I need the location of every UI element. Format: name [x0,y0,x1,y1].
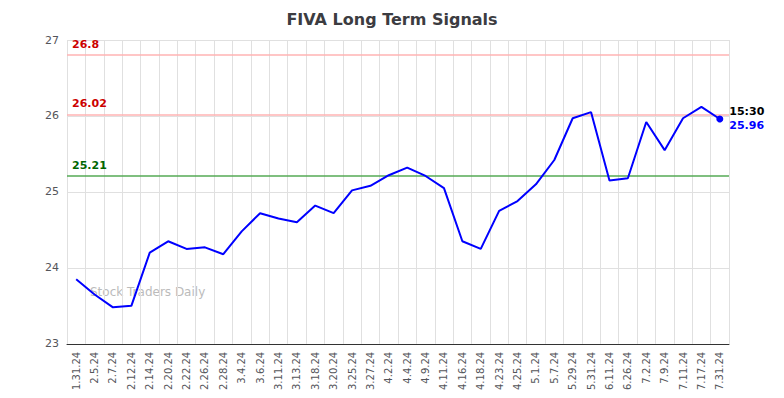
svg-text:2.14.24: 2.14.24 [144,352,155,390]
svg-text:5.7.24: 5.7.24 [549,352,560,384]
svg-text:7.2.24: 7.2.24 [641,352,652,384]
svg-text:Stock Traders Daily: Stock Traders Daily [90,285,205,299]
svg-text:4.11.24: 4.11.24 [438,352,449,390]
svg-text:4.25.24: 4.25.24 [512,352,523,390]
svg-text:25: 25 [45,185,59,198]
svg-text:4.4.24: 4.4.24 [402,352,413,384]
svg-text:26: 26 [45,109,59,122]
svg-text:3.25.24: 3.25.24 [347,352,358,390]
svg-text:4.2.24: 4.2.24 [383,352,394,384]
svg-text:1.31.24: 1.31.24 [71,352,82,390]
svg-text:3.6.24: 3.6.24 [255,352,266,384]
svg-text:23: 23 [45,337,59,350]
svg-text:3.27.24: 3.27.24 [365,352,376,390]
svg-text:7.11.24: 7.11.24 [678,352,689,390]
svg-text:2.28.24: 2.28.24 [218,352,229,390]
svg-text:26.02: 26.02 [72,97,107,110]
svg-text:2.20.24: 2.20.24 [163,352,174,390]
svg-text:4.9.24: 4.9.24 [420,352,431,384]
svg-text:5.31.24: 5.31.24 [586,352,597,390]
svg-text:2.7.24: 2.7.24 [107,352,118,384]
svg-text:3.20.24: 3.20.24 [328,352,339,390]
svg-text:24: 24 [45,261,59,274]
svg-text:4.18.24: 4.18.24 [475,352,486,390]
svg-text:6.11.24: 6.11.24 [604,352,615,390]
svg-text:2.22.24: 2.22.24 [181,352,192,390]
svg-text:6.26.24: 6.26.24 [622,352,633,390]
svg-text:5.29.24: 5.29.24 [567,352,578,390]
svg-text:3.18.24: 3.18.24 [310,352,321,390]
svg-text:5.1.24: 5.1.24 [530,352,541,384]
svg-text:25.21: 25.21 [72,159,107,172]
svg-text:3.11.24: 3.11.24 [273,352,284,390]
svg-text:2.5.24: 2.5.24 [89,352,100,384]
svg-text:7.17.24: 7.17.24 [696,352,707,390]
svg-text:2.26.24: 2.26.24 [199,352,210,390]
svg-text:27: 27 [45,34,59,47]
svg-text:25.96: 25.96 [729,119,764,132]
svg-text:4.16.24: 4.16.24 [457,352,468,390]
svg-text:15:30: 15:30 [729,105,764,118]
svg-text:3.13.24: 3.13.24 [291,352,302,390]
svg-text:3.4.24: 3.4.24 [236,352,247,384]
svg-text:7.31.24: 7.31.24 [714,352,725,390]
svg-text:26.8: 26.8 [72,38,99,51]
svg-text:4.23.24: 4.23.24 [494,352,505,390]
svg-text:2.12.24: 2.12.24 [126,352,137,390]
svg-text:FIVA Long Term Signals: FIVA Long Term Signals [286,10,497,29]
svg-text:7.9.24: 7.9.24 [659,352,670,384]
